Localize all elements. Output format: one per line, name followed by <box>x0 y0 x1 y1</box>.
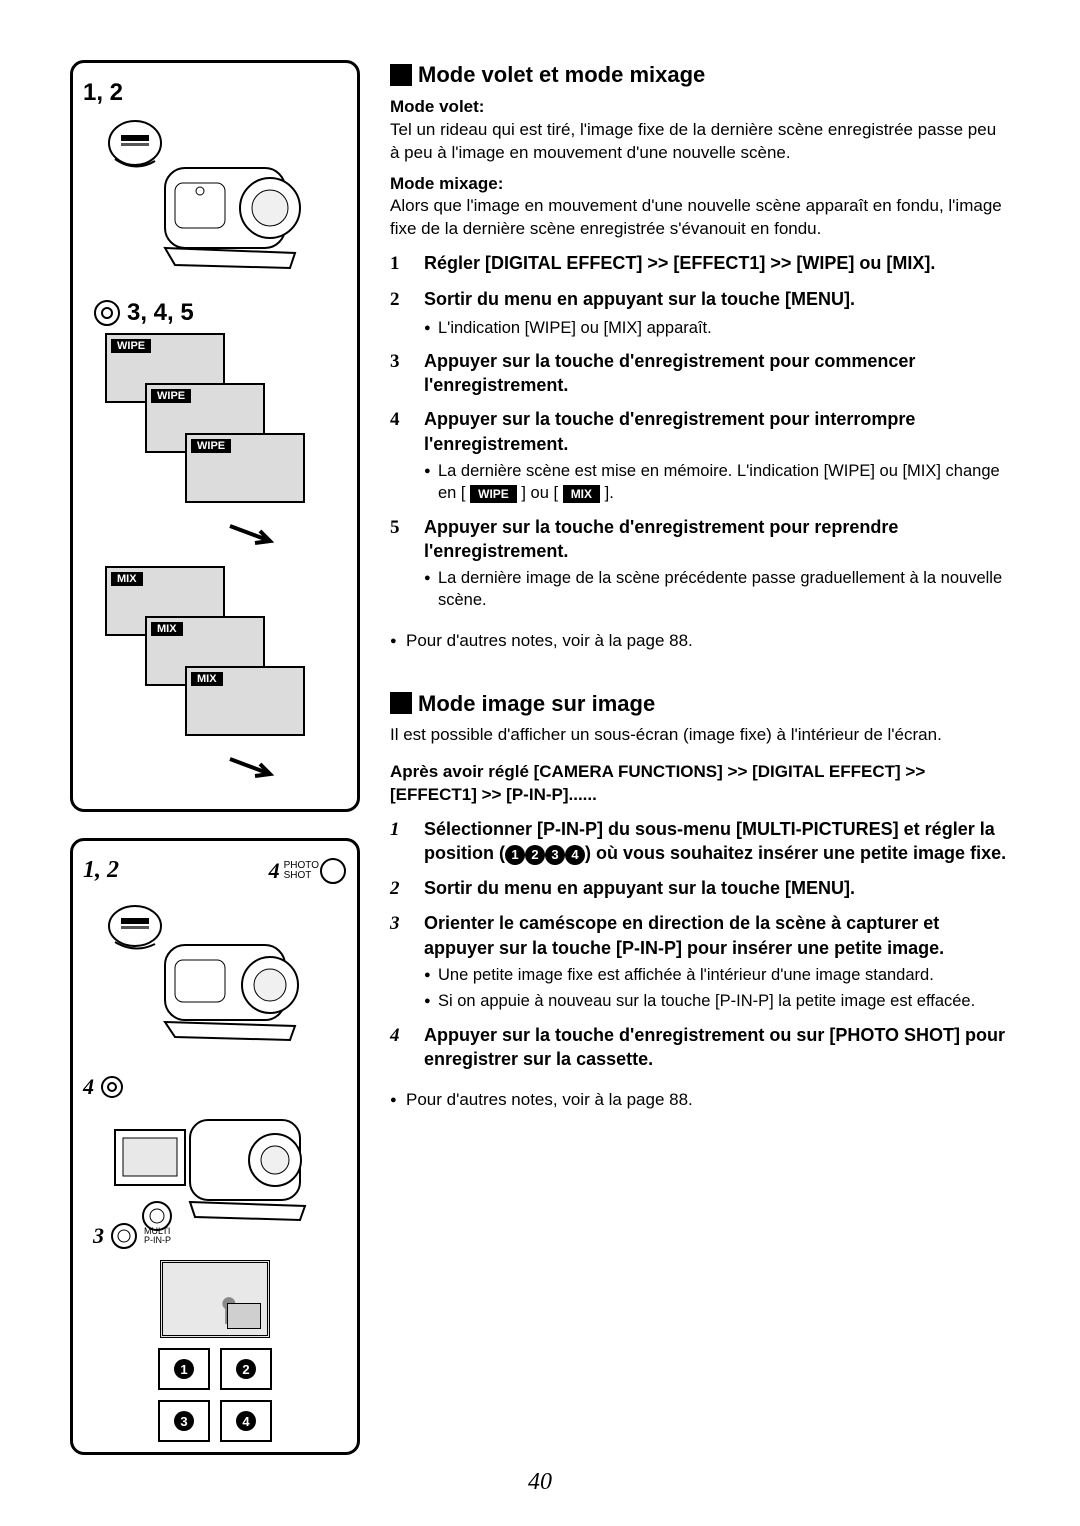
record-button-icon <box>93 299 121 327</box>
mode-volet-label: Mode volet: <box>390 96 1010 119</box>
pinp-button-icon <box>110 1222 138 1250</box>
s2-note: Pour d'autres notes, voir à la page 88. <box>390 1089 1010 1112</box>
s1-step5-sub: La dernière image de la scène précédente… <box>424 567 1010 612</box>
s1-step3: 3 Appuyer sur la touche d'enregistrement… <box>390 349 1010 398</box>
s2-step3-subA: Une petite image fixe est affichée à l'i… <box>424 964 1010 986</box>
photo-shot-label: PHOTOSHOT <box>284 861 319 881</box>
s2-step1: 1 Sélectionner [P-IN-P] du sous-menu [MU… <box>390 817 1010 866</box>
camcorder-open-icon <box>95 1100 335 1240</box>
section2-intro: Il est possible d'afficher un sous-écran… <box>390 724 1010 747</box>
s1-step4: 4 Appuyer sur la touche d'enregistrement… <box>390 407 1010 456</box>
camcorder-icon <box>95 113 335 293</box>
left-column: 1, 2 3, 4, 5 <box>70 60 360 1481</box>
figure-box-2: 1, 2 4 PHOTOSHOT <box>70 838 360 1455</box>
camcorder-icon <box>95 890 335 1070</box>
fig1-top-label: 1, 2 <box>83 79 123 107</box>
s1-step2: 2 Sortir du menu en appuyant sur la touc… <box>390 287 1010 313</box>
pinp-inset-icon <box>227 1303 261 1329</box>
section2-heading: Mode image sur image <box>390 689 1010 719</box>
heading-marker-icon <box>390 692 412 714</box>
right-column: Mode volet et mode mixage Mode volet: Te… <box>390 60 1010 1481</box>
s2-step4: 4 Appuyer sur la touche d'enregistrement… <box>390 1023 1010 1072</box>
mix-chip: MIX <box>563 485 600 503</box>
figure-box-1: 1, 2 3, 4, 5 <box>70 60 360 812</box>
arrow-down-icon <box>225 754 285 784</box>
pinp-preview-thumb <box>160 1260 270 1338</box>
fig2-step4b: 4 <box>83 1074 94 1100</box>
fig2-top-steps: 1, 2 <box>83 857 119 884</box>
photo-shot-button-icon <box>319 857 347 885</box>
mode-mixage-label: Mode mixage: <box>390 173 1010 196</box>
s1-note: Pour d'autres notes, voir à la page 88. <box>390 630 1010 653</box>
record-button-icon <box>100 1075 124 1099</box>
wipe-chip: WIPE <box>470 485 517 503</box>
s2-step3-subB: Si on appuie à nouveau sur la touche [P-… <box>424 990 1010 1012</box>
fig2-step3: 3 <box>93 1223 104 1249</box>
s1-step2-sub: L'indication [WIPE] ou [MIX] apparaît. <box>424 317 1010 339</box>
wipe-thumbnails: WIPE WIPE WIPE <box>105 333 325 566</box>
section2-prestep: Après avoir réglé [CAMERA FUNCTIONS] >> … <box>390 761 1010 807</box>
mix-thumbnails: MIX MIX MIX <box>105 566 325 799</box>
fig1-mid-label: 3, 4, 5 <box>93 299 194 327</box>
mode-mixage-text: Alors que l'image en mouvement d'une nou… <box>390 195 1010 241</box>
arrow-down-icon <box>225 521 285 551</box>
s2-step3: 3 Orienter le caméscope en direction de … <box>390 911 1010 960</box>
section1-heading: Mode volet et mode mixage <box>390 60 1010 90</box>
page-content: 1, 2 3, 4, 5 <box>70 60 1010 1481</box>
page-number: 40 <box>0 1469 1080 1496</box>
position-grid: 1 2 3 4 <box>158 1348 272 1442</box>
heading-marker-icon <box>390 64 412 86</box>
s1-step1: 1 Régler [DIGITAL EFFECT] >> [EFFECT1] >… <box>390 251 1010 277</box>
mode-volet-text: Tel un rideau qui est tiré, l'image fixe… <box>390 119 1010 165</box>
multi-pinp-label: MULTIP-IN-P <box>144 1227 171 1245</box>
s1-step5: 5 Appuyer sur la touche d'enregistrement… <box>390 515 1010 564</box>
s2-step2: 2 Sortir du menu en appuyant sur la touc… <box>390 876 1010 902</box>
s1-step4-sub: La dernière scène est mise en mémoire. L… <box>424 460 1010 505</box>
